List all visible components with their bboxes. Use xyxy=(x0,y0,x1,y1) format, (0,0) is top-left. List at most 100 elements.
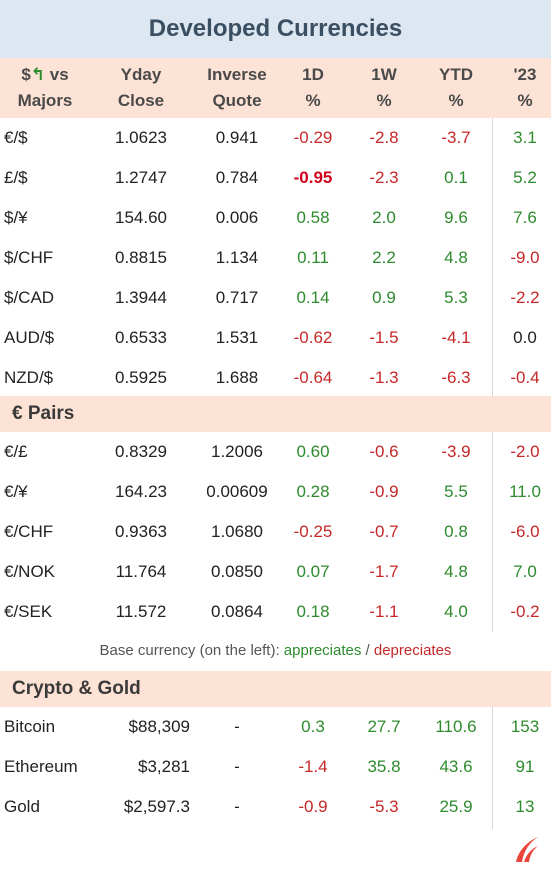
cell-ytd: 5.5 xyxy=(444,482,468,501)
header-1w: 1W% xyxy=(371,65,397,110)
table-row: $/¥ 154.60 0.006 0.58 2.0 9.6 7.6 xyxy=(0,198,551,238)
cell-close: 0.6533 xyxy=(115,328,167,347)
cell-d1: 0.07 xyxy=(296,562,330,581)
table-row: $/CAD 1.3944 0.717 0.14 0.9 5.3 -2.2 xyxy=(0,278,551,318)
page-title: Developed Currencies xyxy=(0,0,551,58)
cell-inverse: 0.941 xyxy=(215,128,259,147)
header-pair: $↰ vs Majors xyxy=(17,65,73,110)
cell-inverse: 1.688 xyxy=(215,368,259,387)
cell-pair: $/CHF xyxy=(4,248,54,267)
cell-close: $88,309 xyxy=(128,717,190,736)
cell-close: 11.764 xyxy=(115,562,167,581)
cell-d1: 0.18 xyxy=(296,602,330,621)
cell-ytd: 43.6 xyxy=(439,757,473,776)
cell-w1: 2.0 xyxy=(372,208,396,227)
cell-y23: -9.0 xyxy=(510,248,540,267)
crypto-gold-title: Crypto & Gold xyxy=(12,678,141,699)
cell-pair: €/¥ xyxy=(4,482,28,501)
cell-pair: €/NOK xyxy=(4,562,56,581)
cell-close: 0.9363 xyxy=(115,522,167,541)
cell-d1: -0.25 xyxy=(293,522,333,541)
cell-y23: 91 xyxy=(515,757,535,776)
cell-y23: -2.2 xyxy=(510,288,540,307)
table-row: €/¥ 164.23 0.00609 0.28 -0.9 5.5 11.0 xyxy=(0,472,551,512)
cell-y23: -2.0 xyxy=(510,442,540,461)
header-1d: 1D% xyxy=(302,65,324,110)
cell-ytd: 25.9 xyxy=(439,797,473,816)
cell-w1: 35.8 xyxy=(367,757,401,776)
cell-inverse: 1.0680 xyxy=(211,522,263,541)
cell-w1: -1.1 xyxy=(369,602,399,621)
cell-ytd: 5.3 xyxy=(444,288,468,307)
cell-inverse: 0.717 xyxy=(215,288,259,307)
table-row: £/$ 1.2747 0.784 -0.95 -2.3 0.1 5.2 xyxy=(0,158,551,198)
cell-w1: 0.9 xyxy=(372,288,396,307)
cell-w1: -0.9 xyxy=(369,482,399,501)
cell-pair: AUD/$ xyxy=(4,328,55,347)
cell-d1: -0.29 xyxy=(293,128,333,147)
cell-inverse: - xyxy=(234,757,240,776)
column-divider xyxy=(492,707,493,829)
table-row: Ethereum $3,281 - -1.4 35.8 43.6 91 xyxy=(0,747,551,787)
cell-d1: 0.28 xyxy=(296,482,330,501)
cell-close: $2,597.3 xyxy=(123,797,190,816)
cell-d1: -0.64 xyxy=(293,368,333,387)
cell-inverse: 1.134 xyxy=(215,248,259,267)
cell-d1: 0.58 xyxy=(296,208,330,227)
cell-inverse: 0.0864 xyxy=(211,602,263,621)
cell-d1: -0.9 xyxy=(298,797,328,816)
cell-pair: NZD/$ xyxy=(4,368,54,387)
cell-pair: $/¥ xyxy=(4,208,28,227)
cell-w1: 27.7 xyxy=(367,717,401,736)
header-yday-close: Yday Close xyxy=(117,65,165,110)
cell-w1: -0.6 xyxy=(369,442,399,461)
cell-asset-name: Gold xyxy=(4,797,40,816)
cell-ytd: 4.8 xyxy=(444,248,468,267)
cell-ytd: -6.3 xyxy=(441,368,471,387)
cell-pair: €/SEK xyxy=(4,602,53,621)
cell-y23: 13 xyxy=(515,797,535,816)
cell-close: $3,281 xyxy=(138,757,190,776)
cell-w1: -1.5 xyxy=(369,328,399,347)
flame-logo-icon xyxy=(516,837,538,862)
cell-inverse: - xyxy=(234,797,240,816)
cell-ytd: -4.1 xyxy=(441,328,471,347)
euro-pairs-section-header: € Pairs xyxy=(0,396,551,432)
cell-pair: £/$ xyxy=(4,168,28,187)
table-header: $↰ vs Majors Yday Close Inverse Quote 1D% … xyxy=(0,58,551,118)
cell-w1: -5.3 xyxy=(369,797,399,816)
cell-d1: -0.62 xyxy=(293,328,333,347)
cell-d1: 0.14 xyxy=(296,288,330,307)
cell-y23: 153 xyxy=(510,717,540,736)
cell-pair: $/CAD xyxy=(4,288,55,307)
cell-y23: 7.6 xyxy=(513,208,537,227)
cell-d1: 0.11 xyxy=(297,248,329,267)
cell-pair: €/CHF xyxy=(4,522,54,541)
header-inverse-quote: Inverse Quote xyxy=(207,65,267,110)
cell-y23: 7.0 xyxy=(513,562,537,581)
cell-close: 0.8329 xyxy=(115,442,167,461)
cell-d1: -1.4 xyxy=(298,757,328,776)
cell-w1: -1.3 xyxy=(369,368,399,387)
cell-y23: 0.0 xyxy=(513,328,537,347)
cell-ytd: 9.6 xyxy=(444,208,468,227)
cell-y23: 11.0 xyxy=(509,482,541,501)
table-row: €/£ 0.8329 1.2006 0.60 -0.6 -3.9 -2.0 xyxy=(0,432,551,472)
table-row: €/NOK 11.764 0.0850 0.07 -1.7 4.8 7.0 xyxy=(0,552,551,592)
cell-close: 0.8815 xyxy=(115,248,167,267)
cell-asset-name: Bitcoin xyxy=(4,717,56,736)
cell-asset-name: Ethereum xyxy=(4,757,78,776)
table-row: €/SEK 11.572 0.0864 0.18 -1.1 4.0 -0.2 xyxy=(0,592,551,632)
cell-y23: 5.2 xyxy=(513,168,537,187)
cell-ytd: -3.9 xyxy=(441,442,471,461)
cell-ytd: -3.7 xyxy=(441,128,471,147)
cell-ytd: 4.8 xyxy=(444,562,468,581)
cell-y23: -0.2 xyxy=(510,602,540,621)
arrow-icon: ↰ xyxy=(30,65,46,84)
cell-w1: -1.7 xyxy=(369,562,399,581)
cell-close: 1.0623 xyxy=(115,128,167,147)
cell-inverse: 0.006 xyxy=(215,208,259,227)
cell-inverse: 0.784 xyxy=(215,168,259,187)
cell-inverse: 1.2006 xyxy=(211,442,263,461)
header-ytd: YTD% xyxy=(439,65,473,110)
